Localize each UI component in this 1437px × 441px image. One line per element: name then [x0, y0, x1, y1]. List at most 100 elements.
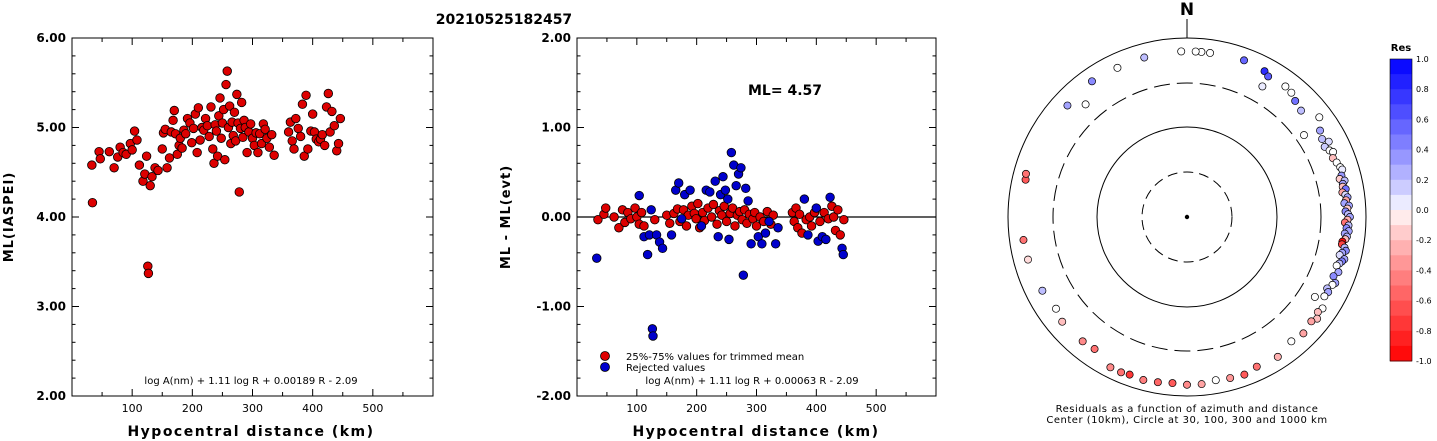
colorbar-tick-label: -0.6: [1416, 297, 1432, 306]
station-marker: [1291, 97, 1300, 105]
y-tick-label: 1.00: [541, 121, 571, 135]
colorbar-tick-label: 0.8: [1416, 85, 1429, 94]
station-marker: [1252, 362, 1261, 371]
data-point: [295, 131, 306, 142]
data-point: [129, 126, 140, 136]
data-point: [706, 212, 717, 222]
data-point: [216, 133, 226, 143]
ring-30km: [1141, 171, 1233, 263]
data-point: [317, 129, 327, 140]
x-tick-label: 100: [626, 402, 647, 415]
y-axis-label: ML(IASPEI): [2, 172, 17, 263]
data-point: [738, 270, 749, 280]
station-marker: [1329, 272, 1338, 281]
colorbar-labels: 1.0 0.8 0.6 0.4 0.2 0.0 -0.2 -0.4 -0.6 -0.8 -1.0: [1416, 55, 1432, 366]
data-point: [293, 123, 303, 134]
data-point: [287, 136, 297, 146]
station-marker: [1307, 317, 1316, 326]
ring-1000km: [1007, 37, 1367, 397]
data-point: [794, 209, 805, 220]
north-label: N: [1180, 0, 1194, 20]
x-tick-label: 400: [806, 402, 827, 415]
data-point: [327, 106, 337, 117]
station-marker: [1300, 131, 1308, 140]
data-point: [169, 105, 179, 116]
data-point: [206, 102, 216, 112]
station-marker: [1081, 100, 1090, 109]
colorbar-cell: [1390, 119, 1412, 135]
station-marker: [1313, 308, 1322, 317]
legend-marker-trimmed: [600, 351, 610, 361]
legend-label-trimmed: 25%-75% values for trimmed mean: [626, 352, 804, 363]
data-point: [736, 163, 746, 173]
colorbar-cell: [1390, 240, 1412, 256]
ring-300km: [1052, 82, 1322, 352]
data-point: [710, 176, 720, 186]
map-caption-line2: Center (10km), Circle at 30, 100, 300 an…: [1046, 415, 1327, 426]
data-point: [751, 221, 762, 231]
data-point: [177, 143, 187, 153]
data-point: [229, 107, 240, 117]
data-point: [815, 216, 825, 227]
data-point: [195, 135, 205, 145]
data-point: [333, 138, 344, 149]
y-tick-label: 4.00: [36, 210, 66, 224]
colorbar-tick-label: -0.4: [1416, 266, 1432, 275]
station-marker: [1287, 337, 1296, 346]
station-marker: [1078, 337, 1087, 346]
data-point: [335, 113, 346, 124]
data-point: [677, 214, 687, 224]
data-point: [708, 199, 719, 210]
data-point: [141, 151, 152, 161]
y-tick-label: 2.00: [541, 31, 571, 45]
data-point: [301, 90, 311, 100]
colorbar-cell: [1390, 330, 1412, 347]
x-axis-label: Hypocentral distance (km): [127, 424, 374, 440]
station-marker: [1226, 374, 1235, 382]
ml-annotation: ML= 4.57: [748, 83, 822, 99]
station-marker: [1191, 47, 1200, 56]
colorbar-cell: [1390, 59, 1412, 75]
figure-title: 20210525182457: [436, 12, 572, 28]
station-marker: [1316, 126, 1324, 135]
epicenter-marker: [1184, 214, 1190, 220]
y-tick-label: -2.00: [536, 389, 571, 403]
station-marker: [1299, 329, 1308, 338]
legend-label-rejected: Rejected values: [626, 363, 705, 374]
data-point: [646, 205, 656, 215]
station-marker: [1125, 370, 1134, 379]
data-point: [145, 180, 155, 191]
station-marker: [1320, 292, 1329, 301]
ring-100km: [1096, 126, 1278, 308]
data-point: [307, 109, 318, 119]
data-point: [650, 214, 660, 225]
data-point: [87, 197, 98, 208]
station-marker: [1113, 63, 1122, 72]
data-point: [157, 144, 167, 154]
data-point: [168, 115, 178, 126]
colorbar-tick-label: 0.0: [1416, 206, 1429, 215]
data-point: [803, 230, 813, 240]
data-point: [208, 144, 218, 154]
station-marker: [1281, 82, 1290, 91]
data-point: [743, 196, 753, 206]
station-marker: [1153, 378, 1162, 387]
data-point: [164, 153, 175, 163]
data-point: [718, 172, 728, 182]
data-point: [721, 216, 732, 227]
data-point: [825, 192, 835, 203]
station-marker: [1117, 368, 1126, 377]
data-point: [132, 135, 142, 145]
x-tick-label: 400: [302, 402, 323, 415]
data-point: [104, 146, 115, 157]
station-marker: [1063, 101, 1072, 110]
data-point: [691, 214, 701, 224]
station-marker: [1273, 352, 1282, 361]
data-point: [220, 155, 230, 165]
colorbar-cell: [1390, 285, 1412, 302]
station-marker: [1240, 370, 1249, 379]
station-markers: [1019, 47, 1354, 389]
data-point: [267, 129, 277, 140]
data-point: [730, 221, 740, 231]
data-point: [221, 79, 231, 90]
